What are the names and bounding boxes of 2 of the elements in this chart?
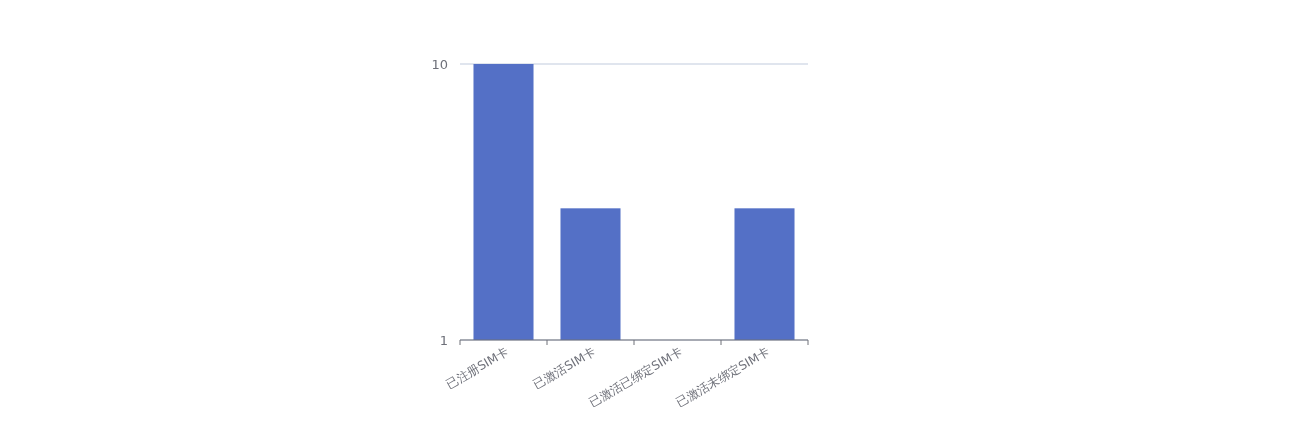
x-tick-label: 已激活SIM卡 bbox=[530, 344, 598, 392]
y-tick-label: 10 bbox=[431, 57, 448, 72]
